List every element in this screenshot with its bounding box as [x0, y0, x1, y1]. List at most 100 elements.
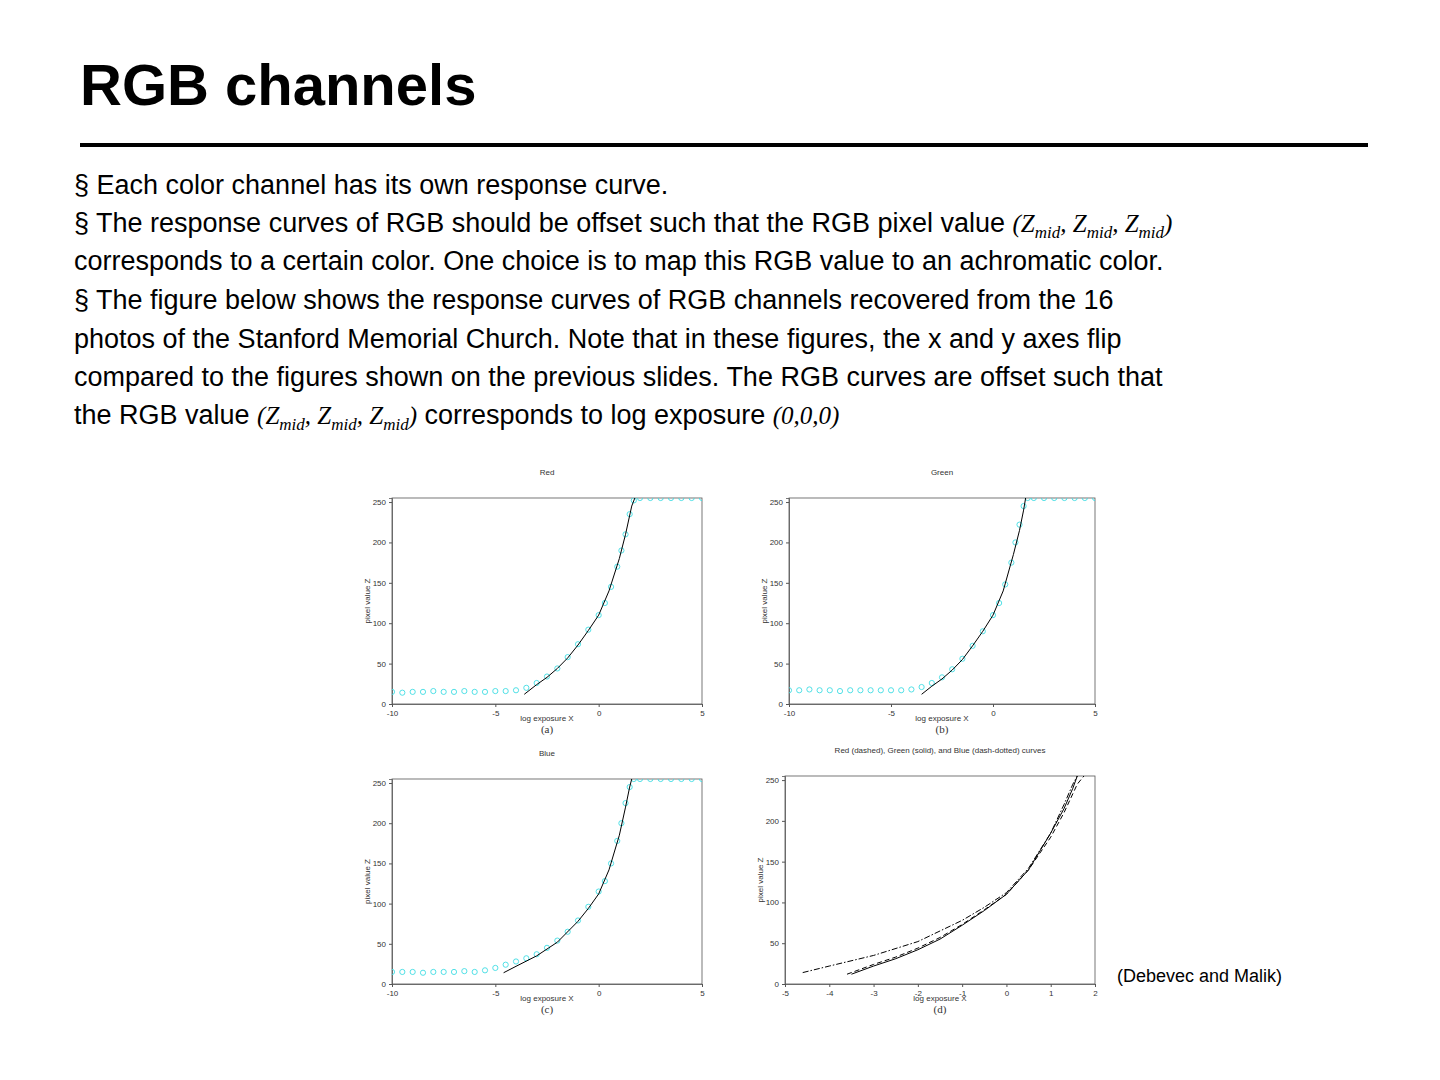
math-text: Z [1073, 210, 1088, 237]
tick-mark [891, 704, 892, 707]
plot-marks [392, 779, 702, 975]
tick-label: 100 [770, 619, 784, 628]
tick: 50 [774, 660, 789, 669]
tick-mark [599, 704, 600, 707]
point [400, 969, 405, 974]
tick-label: 100 [373, 619, 387, 628]
tick-label: -3 [871, 989, 879, 998]
point [1052, 498, 1057, 501]
math-subscript: mid [1035, 223, 1061, 242]
math-text: , [357, 402, 370, 429]
plot-frame [789, 498, 1095, 704]
point [431, 969, 436, 974]
body-text: corresponds to log exposure [417, 400, 773, 430]
point [1082, 498, 1087, 501]
curve [851, 776, 1077, 974]
tick: 5 [1093, 704, 1098, 718]
point [400, 690, 405, 695]
math-text: Z [1021, 210, 1036, 237]
tick-mark [702, 704, 703, 707]
tick: 5 [700, 704, 705, 718]
chart-title: Blue [539, 749, 556, 758]
tick-label: 2 [1093, 989, 1098, 998]
y-axis-title: pixel value Z [760, 578, 769, 623]
chart-title: Green [931, 468, 953, 477]
tick: -5 [492, 984, 500, 998]
point [689, 498, 694, 501]
tick: 2 [1093, 984, 1098, 998]
axis-line [782, 777, 786, 985]
axis-line [389, 780, 393, 985]
x-axis-title: log exposure X [915, 714, 969, 723]
axis-line [786, 985, 1096, 988]
plot-marks [803, 776, 1084, 974]
tick-label: 250 [770, 498, 784, 507]
point [648, 498, 653, 501]
y-axis-title: pixel value Z [363, 578, 372, 623]
tick-label: 100 [373, 900, 387, 909]
curve [803, 776, 1078, 973]
curve [922, 498, 1026, 694]
tick-label: -10 [387, 989, 399, 998]
tick-mark [389, 783, 392, 784]
math-text: (0,0,0) [773, 402, 840, 430]
tick-label: 0 [597, 989, 602, 998]
tick-mark [389, 904, 392, 905]
point [909, 687, 914, 692]
tick-label: 0 [779, 700, 784, 709]
plot-marks [789, 498, 1095, 694]
tick-mark [962, 984, 963, 987]
chart: -5-4-3-2-1012050100150200250Red (dashed)… [756, 746, 1098, 1016]
y-axis: 050100150200250 [373, 779, 393, 989]
tick-mark [389, 863, 392, 864]
point [699, 498, 702, 501]
tick-mark [786, 502, 789, 503]
tick-mark [993, 704, 994, 707]
point [817, 688, 822, 693]
panel-caption: (c) [541, 1003, 554, 1016]
tick-mark [782, 862, 785, 863]
tick-mark [782, 902, 785, 903]
curve [847, 776, 1084, 974]
point [689, 779, 694, 782]
plot-marks [392, 498, 702, 695]
tick-mark [786, 583, 789, 584]
math-subscript: mid [279, 415, 305, 434]
math-subscript: mid [383, 415, 409, 434]
tick-label: 150 [373, 859, 387, 868]
point [868, 688, 873, 693]
point [827, 688, 832, 693]
tick-mark [1095, 984, 1096, 987]
plot-frame [785, 776, 1095, 984]
point [1041, 498, 1046, 501]
tick-label: 50 [377, 940, 386, 949]
tick: 0 [779, 700, 789, 709]
chart: -10-505050100150200250Greenlog exposure … [760, 468, 1098, 736]
tick-label: 250 [766, 776, 780, 785]
tick-mark [782, 943, 785, 944]
chart: -10-505050100150200250Redlog exposure X(… [363, 468, 705, 736]
tick-mark [782, 984, 785, 985]
tick: 50 [770, 939, 785, 948]
body-line: compared to the figures shown on the pre… [74, 362, 1163, 392]
math-text: , [1060, 210, 1073, 237]
y-axis: 050100150200250 [770, 498, 790, 709]
point [888, 688, 893, 693]
axis-line [389, 499, 393, 705]
body-text: § The figure below shows the response cu… [74, 285, 1114, 315]
point [668, 498, 673, 501]
tick: 0 [1005, 984, 1010, 998]
tick-mark [786, 664, 789, 665]
math-text: Z [369, 402, 384, 429]
axis-line [393, 985, 703, 988]
plot-frame [392, 779, 702, 984]
point [878, 688, 883, 693]
y-axis: 050100150200250 [766, 776, 786, 989]
tick: 100 [373, 619, 392, 628]
x-axis-title: log exposure X [520, 994, 574, 1003]
point [472, 689, 477, 694]
math-text: Z [1125, 210, 1140, 237]
tick-label: 5 [700, 709, 705, 718]
point [1092, 498, 1095, 501]
title-rule [80, 143, 1368, 147]
